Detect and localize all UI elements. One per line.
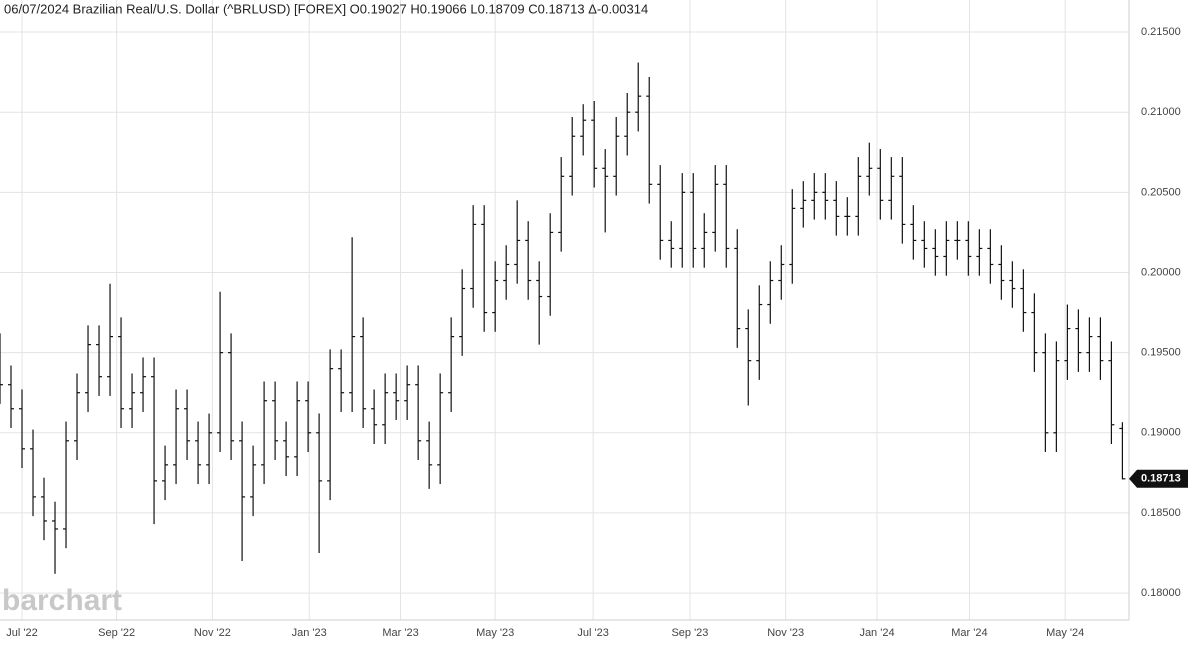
bars <box>0 62 1126 574</box>
price-tag-label: 0.18713 <box>1141 473 1181 485</box>
y-tick-label: 0.20000 <box>1141 266 1181 278</box>
y-tick-label: 0.19500 <box>1141 347 1181 359</box>
y-tick-label: 0.18000 <box>1141 587 1181 599</box>
x-tick-label: Jul '22 <box>6 627 37 639</box>
y-tick-label: 0.21500 <box>1141 26 1181 38</box>
y-tick-label: 0.21000 <box>1141 106 1181 118</box>
x-tick-label: Nov '23 <box>767 627 804 639</box>
chart-title: 06/07/2024 Brazilian Real/U.S. Dollar (^… <box>4 1 648 16</box>
x-tick-label: Sep '23 <box>671 627 708 639</box>
x-tick-label: Jul '23 <box>577 627 608 639</box>
x-tick-label: Nov '22 <box>194 627 231 639</box>
y-tick-label: 0.20500 <box>1141 186 1181 198</box>
y-tick-label: 0.19000 <box>1141 427 1181 439</box>
x-tick-label: May '24 <box>1046 627 1084 639</box>
x-tick-label: Sep '22 <box>98 627 135 639</box>
x-tick-label: Mar '23 <box>382 627 418 639</box>
grid <box>0 0 1129 620</box>
price-tag <box>1129 469 1188 488</box>
y-tick-label: 0.18500 <box>1141 507 1181 519</box>
watermark: barchart <box>2 584 122 617</box>
x-tick-label: Jan '23 <box>292 627 327 639</box>
x-tick-label: Mar '24 <box>951 627 987 639</box>
x-tick-label: Jan '24 <box>859 627 894 639</box>
x-tick-label: May '23 <box>476 627 514 639</box>
